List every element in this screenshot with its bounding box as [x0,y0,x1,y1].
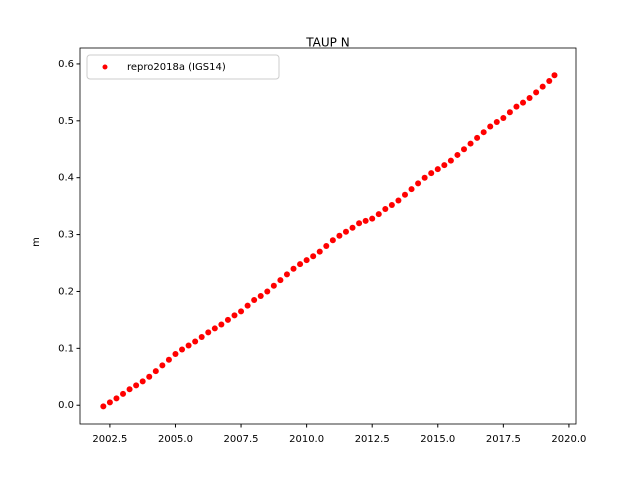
data-point [277,277,284,284]
data-point [408,186,415,193]
y-tick-label: 0.3 [58,230,74,241]
data-point [506,109,513,116]
data-point [362,217,369,224]
data-point [251,296,258,303]
data-point [303,257,310,264]
data-point [231,312,238,319]
data-point [192,338,199,345]
data-point [526,95,533,102]
y-tick-label: 0.0 [58,400,74,411]
data-point [179,346,186,353]
x-tick-label: 2005.0 [158,434,193,445]
data-point [428,170,435,177]
data-point [270,282,277,289]
data-point [415,180,422,187]
data-point [349,224,356,231]
data-point [133,382,140,389]
data-point [388,201,395,208]
data-point [447,157,454,164]
data-point [100,403,107,410]
data-point [533,89,540,96]
data-point [205,329,212,336]
data-point [329,237,336,244]
data-point [369,215,376,222]
y-tick-label: 0.2 [58,286,74,297]
data-point [336,232,343,239]
data-point [520,99,527,106]
legend-box [86,54,280,80]
data-point [551,72,558,79]
data-point [238,308,245,315]
data-point [152,368,159,375]
data-point [224,316,231,323]
data-point [342,228,349,235]
data-point [257,293,264,300]
data-point [146,373,153,380]
data-point [185,342,192,349]
data-point [290,265,297,272]
x-tick-label: 2002.5 [92,434,127,445]
data-point [159,362,166,369]
data-point [106,399,113,406]
data-point [467,140,474,147]
y-tick-label: 0.1 [58,343,74,354]
data-point [493,118,500,125]
data-point [211,325,218,332]
plot-frame [79,47,577,425]
y-tick-label: 0.5 [58,116,74,127]
x-tick-label: 2007.5 [224,434,259,445]
data-point [500,114,507,121]
data-point [172,351,179,358]
data-point [198,333,205,340]
data-point [395,197,402,204]
data-point [356,220,363,227]
y-tick-label: 0.6 [58,59,74,70]
data-point [264,288,271,295]
x-tick-label: 2012.5 [355,434,390,445]
data-point [310,253,317,260]
x-tick-label: 2010.0 [289,434,324,445]
data-point [218,321,225,328]
data-point [113,395,120,402]
data-point [165,356,172,363]
x-tick-label: 2020.0 [551,434,586,445]
data-point [316,248,323,255]
data-point [434,166,441,173]
data-point [487,123,494,130]
y-tick-label: 0.4 [58,173,74,184]
y-axis-label: m [31,237,42,247]
data-point [441,162,448,169]
data-point [139,378,146,385]
data-point [120,390,127,397]
data-point [401,191,408,198]
data-point [283,271,290,278]
data-point [421,174,428,181]
x-tick-label: 2015.0 [420,434,455,445]
data-point [454,151,461,158]
chart-title: TAUP N [305,36,349,50]
data-point [375,211,382,218]
data-point [126,386,133,393]
data-point [382,205,389,212]
x-tick-label: 2017.5 [486,434,521,445]
data-point [461,146,467,153]
data-point [546,77,553,84]
data-point [480,129,487,136]
data-point [323,242,330,249]
legend-label: repro2018a (IGS14) [127,62,226,73]
data-point [297,261,304,268]
data-point [474,134,481,141]
data-point [244,302,251,309]
data-point [539,83,546,90]
data-point [513,103,520,110]
legend-marker [102,64,108,70]
